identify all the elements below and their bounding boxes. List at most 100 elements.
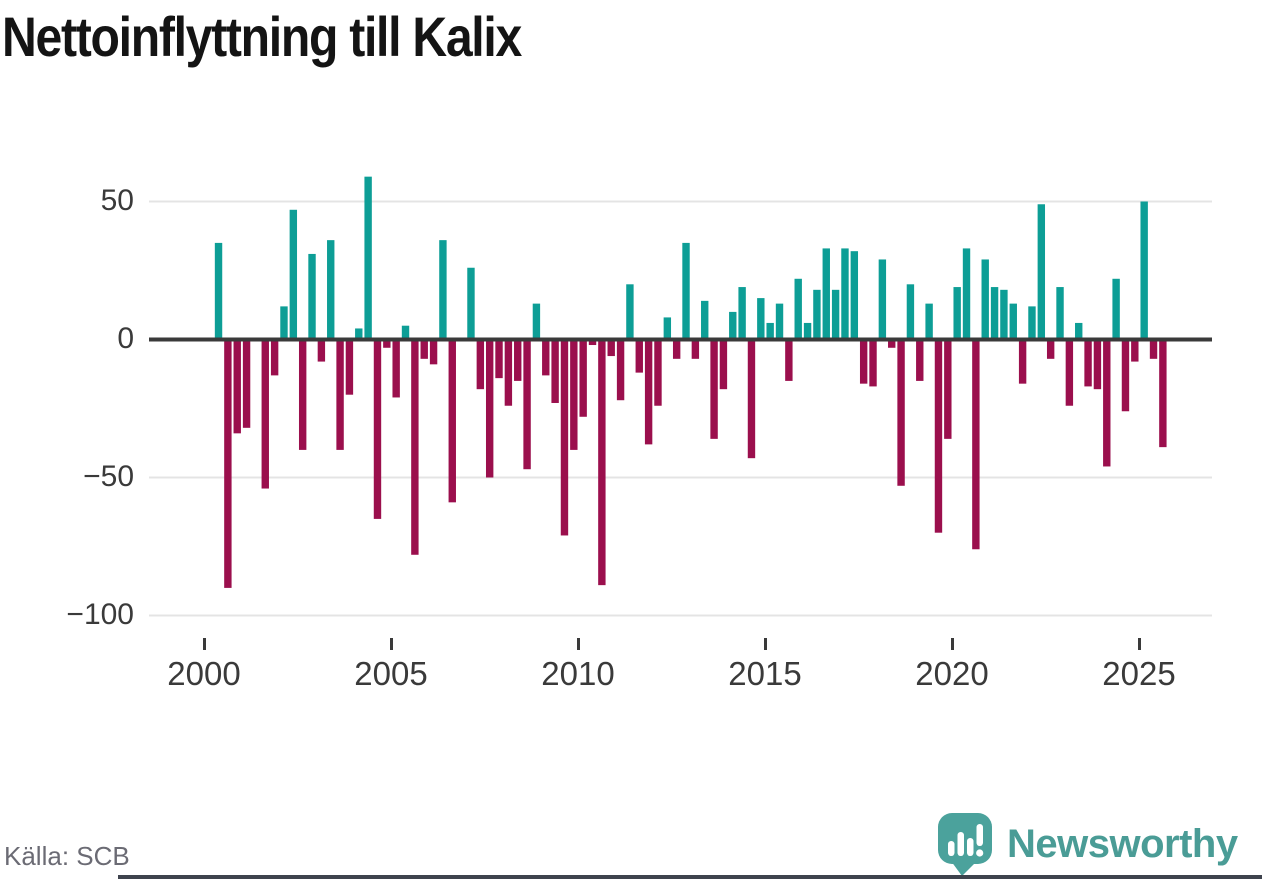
- bar-2001Q1: [242, 339, 251, 428]
- bar-2025Q1: [1140, 201, 1148, 340]
- bar-2002Q2: [289, 209, 298, 340]
- bar-2002Q4: [308, 253, 316, 340]
- bar-2017Q4: [869, 339, 877, 387]
- bar-2015Q2: [775, 303, 784, 340]
- bar-2016Q1: [803, 322, 812, 340]
- bar-2001Q3: [261, 339, 269, 489]
- bar-2023Q4: [1093, 339, 1102, 390]
- bar-2025Q2: [1149, 339, 1158, 359]
- x-tick-label-2005: 2005: [354, 655, 428, 692]
- y-tick-label-50: 50: [100, 184, 134, 217]
- bar-2022Q2: [1037, 204, 1046, 340]
- bar-chart-speech-bubble-icon: [938, 813, 992, 876]
- bar-2007Q1: [467, 267, 475, 340]
- bar-2007Q3: [485, 339, 494, 478]
- bar-2023Q2: [1075, 322, 1083, 340]
- bar-2004Q3: [373, 339, 382, 519]
- bar-2003Q4: [345, 339, 354, 395]
- x-tick-label-2010: 2010: [541, 655, 615, 692]
- bar-2016Q3: [822, 248, 830, 340]
- bar-2014Q2: [738, 287, 746, 340]
- bar-2006Q1: [429, 339, 438, 365]
- bar-2011Q3: [635, 339, 643, 373]
- bar-2002Q3: [298, 339, 307, 450]
- bar-2017Q2: [850, 251, 859, 340]
- bar-2021Q4: [1018, 339, 1027, 384]
- bar-2011Q4: [644, 339, 653, 445]
- bar-2002Q1: [280, 306, 288, 340]
- bar-2001Q4: [270, 339, 279, 376]
- bar-2021Q1: [990, 287, 999, 340]
- bar-2008Q4: [532, 303, 541, 340]
- bar-2005Q1: [392, 339, 400, 398]
- bar-2020Q3: [972, 339, 980, 550]
- bar-2019Q4: [944, 339, 952, 439]
- bar-2018Q1: [878, 259, 887, 340]
- bar-2006Q2: [439, 240, 447, 340]
- bar-2013Q1: [691, 339, 700, 359]
- bar-2023Q3: [1084, 339, 1092, 387]
- bar-2017Q1: [841, 248, 849, 340]
- bar-2022Q3: [1046, 339, 1055, 359]
- y-tick-label-0: 0: [117, 322, 134, 355]
- bar-2023Q1: [1065, 339, 1074, 406]
- bar-2010Q3: [598, 339, 606, 586]
- bottom-window-edge: [118, 875, 1262, 879]
- bar-2014Q4: [757, 298, 765, 340]
- bar-2013Q3: [710, 339, 718, 439]
- bar-2008Q2: [514, 339, 522, 381]
- bar-2017Q3: [859, 339, 868, 384]
- x-tick-label-2020: 2020: [915, 655, 989, 692]
- bar-2016Q4: [831, 289, 840, 340]
- bar-2005Q2: [401, 325, 410, 340]
- bar-2014Q1: [729, 311, 737, 340]
- bar-2003Q1: [317, 339, 326, 362]
- bar-2012Q2: [663, 317, 672, 340]
- bar-2015Q3: [785, 339, 793, 381]
- bar-2009Q1: [542, 339, 550, 376]
- bar-2020Q1: [953, 287, 961, 340]
- x-tick-label-2025: 2025: [1102, 655, 1176, 692]
- bar-2024Q1: [1103, 339, 1111, 467]
- bar-2025Q3: [1159, 339, 1167, 448]
- bar-2016Q2: [813, 289, 821, 340]
- bar-2004Q1: [355, 328, 363, 340]
- y-tick-label-neg50: −50: [83, 460, 134, 493]
- bar-2021Q2: [1000, 289, 1008, 340]
- bar-2009Q4: [570, 339, 578, 450]
- x-tick-label-2015: 2015: [728, 655, 802, 692]
- bar-2011Q2: [626, 284, 634, 340]
- bar-2003Q2: [327, 240, 335, 340]
- bar-2021Q3: [1009, 303, 1017, 340]
- bar-2010Q4: [607, 339, 615, 357]
- bar-2007Q4: [495, 339, 503, 379]
- brand-name: Newsworthy: [1007, 821, 1238, 866]
- bar-2024Q4: [1131, 339, 1139, 362]
- bar-2019Q2: [925, 303, 933, 340]
- bar-2024Q3: [1121, 339, 1130, 412]
- bar-2018Q3: [897, 339, 905, 486]
- bar-2022Q1: [1028, 306, 1036, 340]
- bar-2013Q4: [719, 339, 728, 390]
- bar-2015Q4: [794, 278, 802, 340]
- bar-2010Q1: [579, 339, 587, 417]
- bar-2006Q3: [448, 339, 456, 503]
- bar-2012Q3: [672, 339, 681, 359]
- bar-2020Q4: [981, 259, 989, 340]
- bar-2010Q2: [588, 339, 597, 346]
- source-caption: Källa: SCB: [4, 841, 130, 871]
- bar-2005Q3: [411, 339, 419, 555]
- bar-2004Q4: [383, 339, 391, 348]
- brand-logo: Newsworthy: [936, 811, 1238, 877]
- bar-2005Q4: [420, 339, 428, 359]
- bar-2014Q3: [747, 339, 756, 459]
- bar-2004Q2: [364, 176, 372, 340]
- bar-2003Q3: [336, 339, 344, 450]
- bar-2022Q4: [1056, 287, 1064, 340]
- y-tick-label-neg100: −100: [66, 598, 134, 631]
- bar-2000Q3: [224, 339, 232, 588]
- bar-2020Q2: [962, 248, 971, 340]
- bar-2019Q3: [934, 339, 943, 533]
